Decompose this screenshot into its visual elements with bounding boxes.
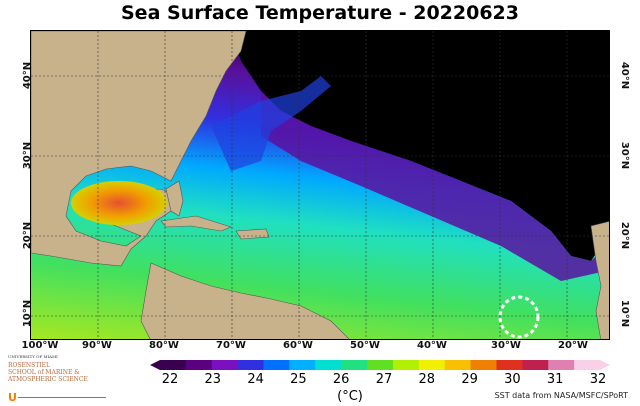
colorbar-segment [367, 360, 394, 370]
logo-school-text: ROSENSTIEL SCHOOL of MARINE & ATMOSPHERI… [8, 362, 88, 383]
lat-label-left: 30°N [22, 141, 34, 170]
university-logo: UNIVERSITY OF MIAMI ROSENSTIEL SCHOOL of… [8, 354, 108, 404]
colorbar-tick-label: 24 [247, 372, 264, 387]
lat-label-right: 30°N [619, 141, 631, 170]
colorbar-segment [341, 360, 368, 370]
colorbar-tick-label: 31 [546, 372, 564, 387]
colorbar-tick-label: 32 [589, 372, 607, 387]
colorbar-segment [185, 360, 213, 370]
colorbar-segment [289, 360, 316, 370]
colorbar-segment [522, 360, 549, 370]
lat-label-left: 20°N [22, 221, 34, 250]
lat-label-right: 20°N [619, 221, 631, 250]
africa-land [590, 221, 609, 339]
lat-label-right: 10°N [619, 299, 631, 328]
colorbar-arrow-right [600, 360, 610, 370]
lon-label: 30°W [491, 340, 521, 351]
colorbar-segment [211, 360, 239, 370]
colorbar-segment [444, 360, 472, 370]
logo-rule [18, 397, 106, 398]
colorbar-segment [263, 360, 290, 370]
south-america-land [140, 262, 350, 339]
colorbar-arrow-left [150, 360, 160, 370]
colorbar-segment [496, 360, 523, 370]
colorbar-segment [160, 360, 187, 370]
colorbar-tick-label: 22 [161, 372, 179, 387]
graticule [31, 31, 609, 339]
logo-u-mark: U [8, 391, 17, 404]
florida-land [165, 180, 184, 217]
colorbar-segment [418, 360, 446, 370]
map-title: Sea Surface Temperature - 20220623 [121, 2, 519, 24]
colorbar-tick-label: 29 [461, 372, 478, 387]
lon-label: 20°W [558, 340, 588, 351]
north-america-land [31, 31, 247, 267]
lon-label: 100°W [21, 340, 59, 351]
colorbar-unit: (°C) [337, 389, 363, 404]
gulf-stream [211, 76, 331, 171]
data-credit: SST data from NASA/MSFC/SPoRT [494, 391, 628, 400]
colorbar-tick-label: 30 [504, 372, 521, 387]
colorbar-tick-label: 23 [204, 372, 222, 387]
highlight-circle [498, 295, 540, 339]
lon-label: 40°W [417, 340, 447, 351]
colorbar-tick-label: 27 [375, 372, 393, 387]
colorbar-segment [574, 360, 601, 370]
colorbar-segment [392, 360, 420, 370]
lon-label: 70°W [216, 340, 246, 351]
lon-label: 60°W [283, 340, 313, 351]
sst-map-image [31, 31, 609, 339]
lon-label: 80°W [149, 340, 179, 351]
colorbar-segment [315, 360, 342, 370]
caribbean-islands [160, 215, 232, 232]
colorbar-tick-label: 25 [290, 372, 307, 387]
lat-label-right: 40°N [619, 61, 631, 90]
colorbar [150, 360, 610, 370]
colorbar-segment [237, 360, 265, 370]
colorbar-tick-label: 26 [332, 372, 350, 387]
logo-university-text: UNIVERSITY OF MIAMI [8, 354, 58, 359]
colorbar-segment [548, 360, 575, 370]
hispaniola [235, 228, 270, 240]
gulf-of-mexico-warm [71, 181, 167, 225]
lon-label: 50°W [350, 340, 380, 351]
lat-label-left: 40°N [22, 61, 34, 90]
sst-map [30, 30, 610, 340]
colorbar-tick-label: 28 [418, 372, 436, 387]
cold-water-band [261, 91, 606, 281]
colorbar-segment [470, 360, 497, 370]
lon-label: 90°W [82, 340, 112, 351]
lat-label-left: 10°N [22, 299, 34, 328]
